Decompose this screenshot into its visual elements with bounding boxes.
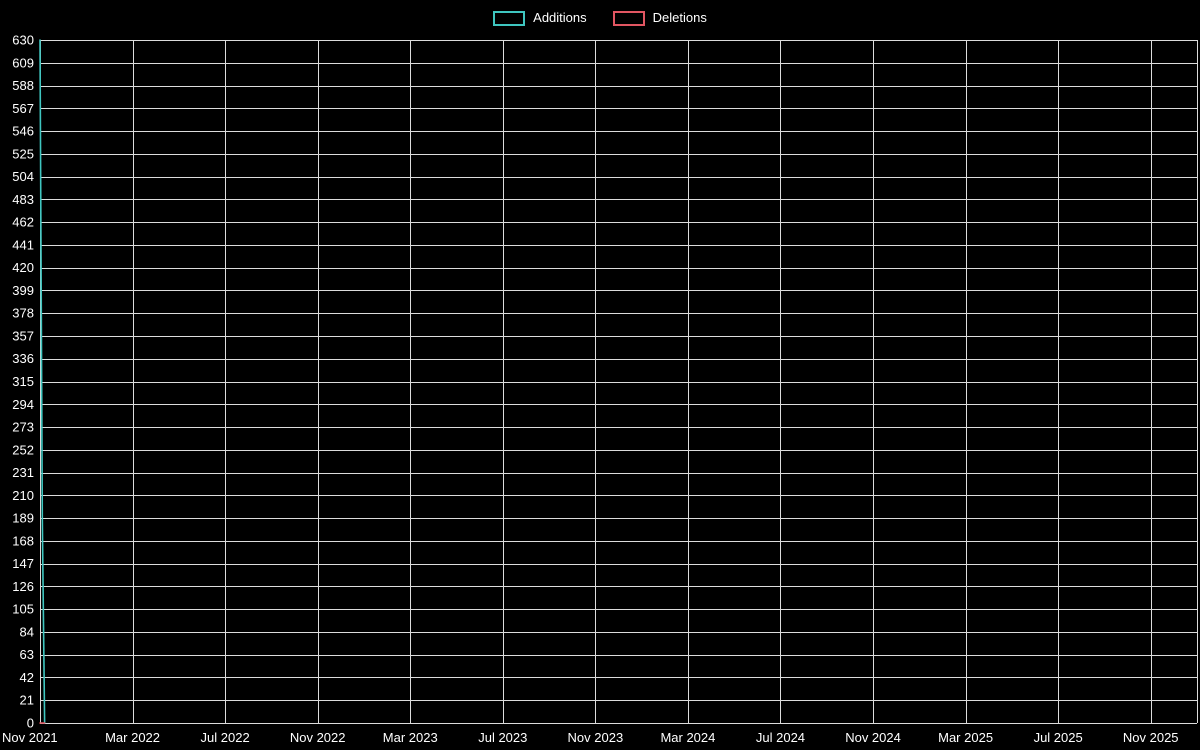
y-axis-labels: 0 21 42 63 84 105 126 147 168 189 210 231 252 273 294 3… — [12, 33, 34, 731]
y-tick-label: 273 — [12, 420, 34, 435]
y-tick-label: 210 — [12, 488, 34, 503]
y-tick-label: 441 — [12, 237, 34, 252]
legend-item-deletions[interactable]: Deletions — [612, 10, 707, 26]
y-tick-label: 378 — [12, 306, 34, 321]
y-tick-label: 399 — [12, 283, 34, 298]
y-tick-label: 294 — [12, 397, 34, 412]
y-tick-label: 105 — [12, 602, 34, 617]
x-tick-label: Mar 2023 — [383, 730, 438, 745]
x-tick-label: Jul 2025 — [1034, 730, 1083, 745]
x-tick-label: Mar 2022 — [105, 730, 160, 745]
y-tick-label: 231 — [12, 465, 34, 480]
y-tick-label: 84 — [20, 624, 34, 639]
y-tick-label: 315 — [12, 374, 34, 389]
y-tick-label: 588 — [12, 78, 34, 93]
y-tick-label: 147 — [12, 556, 34, 571]
y-tick-label: 420 — [12, 260, 34, 275]
y-tick-label: 483 — [12, 192, 34, 207]
x-tick-label: Nov 2025 — [1123, 730, 1179, 745]
y-tick-label: 0 — [27, 716, 34, 731]
y-tick-label: 357 — [12, 328, 34, 343]
x-tick-label: Nov 2024 — [845, 730, 901, 745]
legend-label-additions: Additions — [533, 10, 587, 25]
y-tick-label: 252 — [12, 442, 34, 457]
y-tick-label: 609 — [12, 55, 34, 70]
y-tick-label: 546 — [12, 124, 34, 139]
x-tick-label: Nov 2022 — [290, 730, 346, 745]
y-tick-label: 504 — [12, 169, 34, 184]
y-tick-label: 63 — [20, 647, 34, 662]
y-tick-label: 42 — [20, 670, 34, 685]
x-tick-label: Mar 2025 — [938, 730, 993, 745]
y-tick-label: 525 — [12, 146, 34, 161]
x-axis-labels: Nov 2021 Mar 2022 Jul 2022 Nov 2022 Mar 2023… — [2, 730, 1179, 745]
x-tick-label: Nov 2023 — [568, 730, 624, 745]
x-tick-label: Jul 2024 — [756, 730, 805, 745]
x-tick-label: Nov 2021 — [2, 730, 58, 745]
x-tick-label: Jul 2023 — [478, 730, 527, 745]
y-tick-label: 462 — [12, 215, 34, 230]
y-tick-label: 21 — [20, 693, 34, 708]
legend-item-additions[interactable]: Additions — [493, 10, 587, 26]
additions-swatch-icon — [493, 10, 526, 26]
y-tick-label: 630 — [12, 33, 34, 48]
y-tick-label: 336 — [12, 351, 34, 366]
y-tick-label: 567 — [12, 101, 34, 116]
legend-label-deletions: Deletions — [652, 10, 707, 25]
deletions-swatch-icon — [612, 10, 645, 26]
y-tick-label: 189 — [12, 511, 34, 526]
y-tick-label: 168 — [12, 533, 34, 548]
series-line-additions — [39, 39, 46, 724]
y-tick-label: 126 — [12, 579, 34, 594]
x-tick-label: Jul 2022 — [201, 730, 250, 745]
grid-lines — [40, 40, 1198, 724]
x-tick-label: Mar 2024 — [660, 730, 715, 745]
chart-legend: Additions Deletions — [0, 8, 1200, 28]
